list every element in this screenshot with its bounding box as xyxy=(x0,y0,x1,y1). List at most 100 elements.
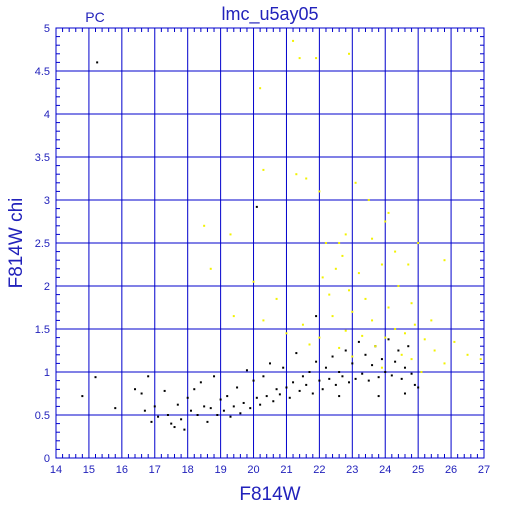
data-point xyxy=(423,338,426,341)
data-point xyxy=(361,372,364,375)
x-axis-label: F814W xyxy=(239,484,300,505)
data-point xyxy=(394,250,397,253)
data-point xyxy=(466,353,469,356)
y-tick-label: 4.5 xyxy=(35,66,50,78)
data-point xyxy=(262,375,265,378)
data-point xyxy=(285,386,288,389)
data-point xyxy=(433,349,436,352)
data-point xyxy=(315,315,318,318)
data-point xyxy=(394,360,397,363)
data-point xyxy=(315,360,318,363)
data-point xyxy=(410,358,413,361)
corner-label: PC xyxy=(85,9,104,25)
x-tick-label: 18 xyxy=(182,464,194,476)
data-point xyxy=(334,383,337,386)
data-point xyxy=(305,177,308,180)
data-point xyxy=(384,220,387,223)
data-point xyxy=(232,405,235,408)
data-point xyxy=(183,428,186,431)
data-point xyxy=(321,276,324,279)
data-point xyxy=(377,395,380,398)
data-point xyxy=(252,379,255,382)
data-point xyxy=(239,412,242,415)
data-point xyxy=(242,401,245,404)
data-point xyxy=(249,407,252,410)
y-tick-label: 4 xyxy=(44,109,50,121)
data-point xyxy=(114,407,117,410)
data-point xyxy=(351,310,354,313)
data-point xyxy=(203,405,206,408)
data-point xyxy=(338,395,341,398)
y-tick-labels: 0 0.5 1 1.5 2 2.5 3 3.5 4 4.5 5 xyxy=(35,23,50,465)
data-point xyxy=(252,280,255,283)
x-tick-label: 22 xyxy=(313,464,325,476)
data-point xyxy=(410,372,413,375)
data-point xyxy=(357,272,360,275)
y-tick-label: 5 xyxy=(44,23,50,35)
data-point xyxy=(147,375,150,378)
data-point xyxy=(275,297,278,300)
data-point xyxy=(364,297,367,300)
data-point xyxy=(397,349,400,352)
data-point xyxy=(219,398,222,401)
data-point xyxy=(196,414,199,416)
data-point xyxy=(206,420,209,423)
data-point xyxy=(338,346,341,349)
tick-marks xyxy=(56,28,484,458)
data-point xyxy=(311,392,314,395)
data-point xyxy=(390,374,393,377)
data-point xyxy=(150,420,153,423)
data-point xyxy=(295,173,298,176)
data-point xyxy=(301,323,304,326)
data-point xyxy=(318,336,321,339)
data-point xyxy=(407,263,410,266)
data-point xyxy=(226,395,229,398)
x-tick-label: 23 xyxy=(346,464,358,476)
data-point xyxy=(397,285,400,287)
data-point xyxy=(387,211,390,214)
data-point xyxy=(288,396,291,399)
data-point xyxy=(222,409,225,412)
data-point xyxy=(262,319,265,322)
data-point xyxy=(403,366,406,369)
data-point xyxy=(380,358,383,361)
data-point xyxy=(420,371,423,373)
x-tick-label: 19 xyxy=(214,464,226,476)
data-point xyxy=(361,334,364,337)
y-tick-label: 1 xyxy=(44,367,50,379)
data-point xyxy=(176,403,179,406)
data-point xyxy=(259,87,262,90)
data-point xyxy=(400,377,403,380)
data-point xyxy=(94,376,97,379)
y-tick-label: 3.5 xyxy=(35,152,50,164)
data-point xyxy=(298,389,301,392)
data-point xyxy=(348,289,351,292)
data-point xyxy=(344,349,347,352)
data-point xyxy=(166,414,169,416)
y-tick-label: 0 xyxy=(44,453,50,465)
data-point xyxy=(387,306,390,309)
data-point xyxy=(351,355,354,358)
data-point xyxy=(308,343,311,346)
data-point xyxy=(259,403,262,406)
data-point xyxy=(324,366,327,369)
x-tick-label: 17 xyxy=(149,464,161,476)
data-point xyxy=(321,388,324,391)
data-point xyxy=(348,381,351,384)
data-point xyxy=(338,371,341,373)
x-tick-label: 21 xyxy=(280,464,292,476)
data-point xyxy=(157,415,160,418)
data-point xyxy=(387,338,390,341)
x-tick-label: 15 xyxy=(83,464,95,476)
data-point xyxy=(403,332,406,335)
data-point xyxy=(417,386,420,389)
y-tick-label: 2 xyxy=(44,281,50,293)
data-point xyxy=(338,242,341,244)
chart-title: lmc_u5ay05 xyxy=(221,4,318,25)
data-point xyxy=(377,376,380,379)
data-point xyxy=(232,315,235,318)
data-point xyxy=(331,355,334,358)
data-point xyxy=(354,377,357,380)
data-point xyxy=(357,340,360,343)
